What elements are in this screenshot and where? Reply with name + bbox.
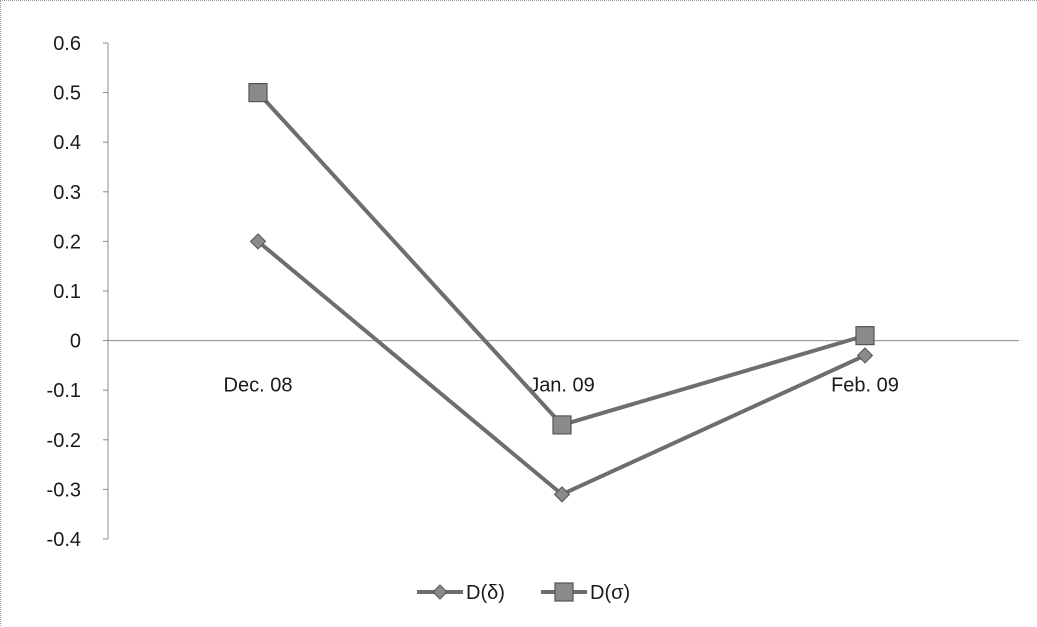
x-tick-label: Feb. 09 (831, 375, 899, 397)
x-axis: Dec. 08 Jan. 09 Feb. 09 (108, 340, 1019, 397)
y-tick-label: -0.1 (47, 380, 81, 402)
legend-label-sigma: D(σ) (590, 582, 630, 604)
y-tick-label: -0.4 (47, 529, 81, 551)
data-point-delta (249, 233, 267, 250)
series-line-delta (256, 239, 866, 497)
y-tick-label: 0.2 (53, 231, 81, 253)
y-tick-label: -0.2 (47, 430, 81, 452)
y-tick-label: 0.3 (53, 182, 81, 204)
y-axis: 0.6 0.5 0.4 0.3 0.2 0.1 0 -0.1 -0.2 -0.3 -0.4 (47, 33, 109, 551)
legend-marker-sigma (554, 582, 574, 602)
x-tick-label: Dec. 08 (224, 375, 293, 397)
y-tick-label: 0.6 (53, 33, 81, 55)
data-point-sigma (855, 326, 875, 346)
data-point-delta (553, 486, 571, 503)
y-tick-label: 0.1 (53, 281, 81, 303)
y-tick-label: -0.3 (47, 479, 81, 501)
y-tick-label: 0.5 (53, 83, 81, 105)
data-point-sigma (248, 82, 268, 103)
y-tick-label: 0.4 (53, 132, 81, 154)
data-point-delta (856, 347, 874, 364)
series-layer (248, 82, 875, 503)
x-tick-label: Jan. 09 (529, 375, 595, 397)
y-tick-label: 0 (70, 331, 81, 353)
data-point-sigma (552, 415, 572, 435)
legend-marker-delta (432, 584, 448, 600)
legend: D(δ) D(σ) (417, 582, 630, 604)
legend-label-delta: D(δ) (466, 582, 505, 604)
